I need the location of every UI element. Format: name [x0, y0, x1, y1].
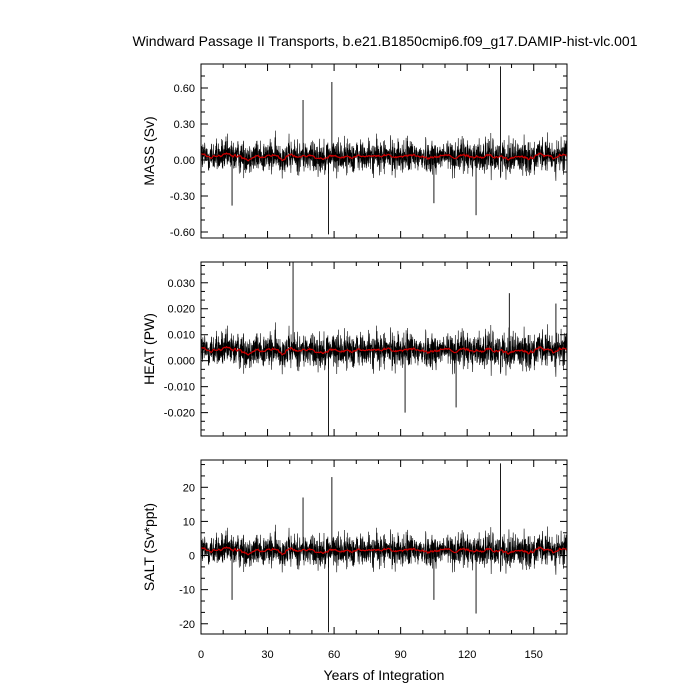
y-tick-label: 0.00: [174, 155, 195, 167]
x-ticks: [200, 460, 557, 634]
y-tick-label: -10: [179, 585, 195, 597]
y-tick-label: -0.30: [170, 191, 195, 203]
y-axis-label: SALT (Sv*ppt): [141, 503, 157, 591]
x-tick-label: 30: [261, 649, 273, 661]
x-tick-label: 0: [198, 649, 204, 661]
y-tick-label: 20: [183, 482, 195, 494]
panel-2: -0.020 -0.010 0.000 0.010 0.020 0.030 HEAT (PW…: [141, 261, 568, 437]
y-tick-label: 10: [183, 516, 195, 528]
smoothed-series-line: [201, 345, 567, 356]
smoothed-series-line: [201, 546, 567, 556]
panel-1: -0.60 -0.30 0.00 0.30 0.60 MASS (Sv): [141, 63, 568, 239]
y-axis-label: MASS (Sv): [141, 116, 157, 185]
panel-3-series: [201, 463, 567, 633]
y-ticks: -0.60 -0.30 0.00 0.30 0.60: [170, 63, 567, 239]
smoothed-series-line: [201, 152, 567, 162]
y-tick-label: 0.000: [167, 356, 195, 368]
panel-2-series: [201, 262, 567, 436]
y-tick-label: 0.030: [167, 278, 195, 290]
panel-3: -20 -10 0 10 20 SALT (Sv*ppt) 0 30 60 90 120 150: [141, 459, 568, 661]
y-tick-label: -0.020: [164, 408, 195, 420]
x-tick-label: 60: [328, 649, 340, 661]
chart-title: Windward Passage II Transports, b.e21.B1…: [132, 33, 637, 49]
x-tick-labels: 0 30 60 90 120 150: [198, 649, 543, 661]
y-ticks: -20 -10 0 10 20: [179, 464, 567, 631]
y-tick-label: -0.60: [170, 227, 195, 239]
plot-frame: [200, 459, 568, 635]
y-tick-label: 0.020: [167, 304, 195, 316]
y-ticks: -0.020 -0.010 0.000 0.010 0.020 0.030: [164, 264, 567, 431]
panel-1-series: [201, 66, 567, 235]
plot-frame: [200, 63, 568, 239]
plot-frame: [200, 261, 568, 437]
x-tick-label: 120: [458, 649, 476, 661]
x-tick-label: 90: [395, 649, 407, 661]
y-tick-label: 0.010: [167, 330, 195, 342]
x-axis-label: Years of Integration: [324, 667, 445, 683]
y-tick-label: 0.60: [174, 83, 195, 95]
y-tick-label: -20: [179, 619, 195, 631]
x-tick-label: 150: [525, 649, 543, 661]
y-tick-label: 0.30: [174, 119, 195, 131]
y-tick-label: 0: [189, 551, 195, 563]
y-axis-label: HEAT (PW): [141, 313, 157, 385]
x-ticks: [200, 64, 557, 238]
y-tick-label: -0.010: [164, 382, 195, 394]
